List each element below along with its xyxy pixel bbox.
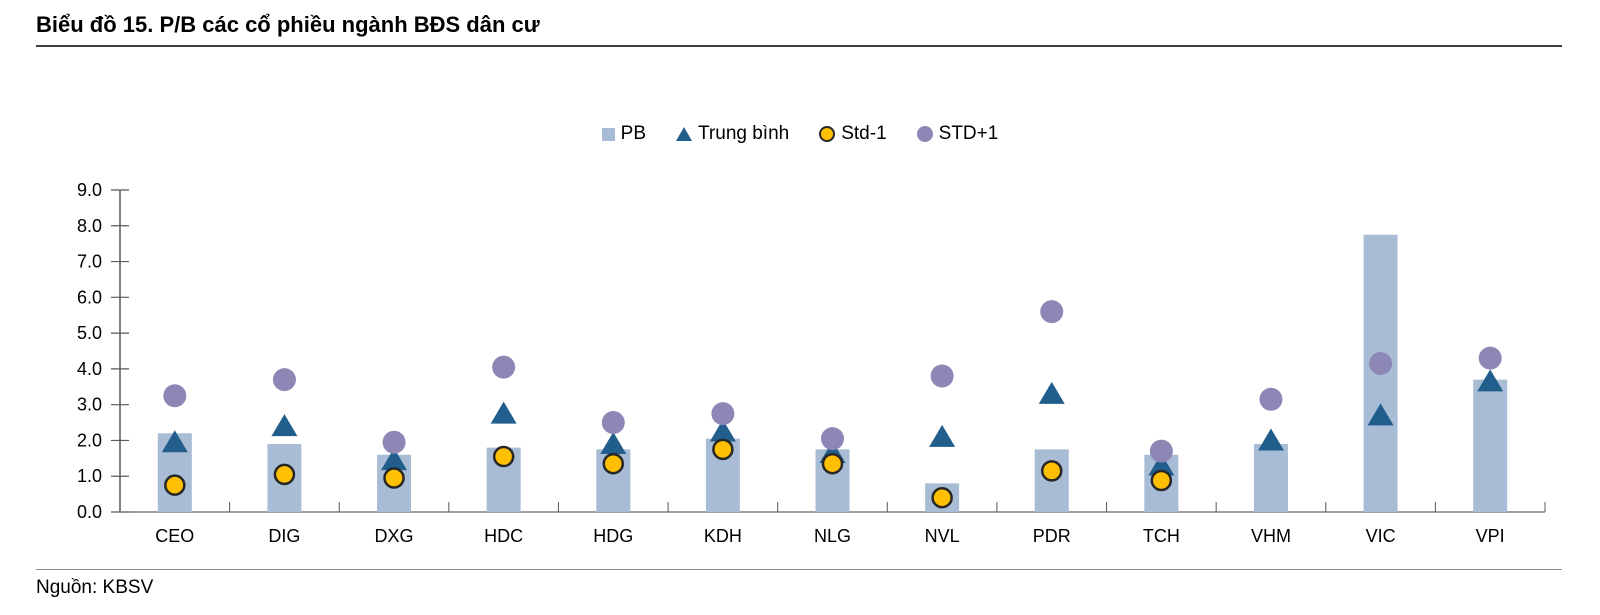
x-category-label: VHM — [1251, 526, 1291, 546]
chart-legend: PB Trung bình Std-1 STD+1 — [0, 123, 1600, 145]
marker-trung-binh-hdc — [490, 401, 517, 424]
legend-item-trung-binh: Trung bình — [676, 123, 789, 145]
y-tick-label: 4.0 — [77, 359, 102, 379]
marker-trung-binh-dig — [271, 414, 298, 437]
marker-trung-binh-vic — [1367, 403, 1394, 426]
legend-item-std-1: Std-1 — [819, 123, 887, 145]
x-category-label: HDG — [593, 526, 633, 546]
std-plus-1-circle-icon — [916, 126, 933, 142]
marker-std-1-dig — [273, 463, 296, 486]
marker-std-plus-1-vic — [1369, 352, 1393, 376]
marker-trung-binh-vpi — [1477, 369, 1504, 392]
chart-canvas: 0.0 1.0 2.0 3.0 4.0 5.0 6.0 7.0 8.0 9.0 CEO DIG DXG H… — [77, 180, 1546, 546]
legend-label: PB — [620, 123, 647, 144]
marker-std-plus-1-tch — [1149, 439, 1173, 463]
marker-std-1-nvl — [931, 486, 953, 509]
x-category-label: VPI — [1476, 526, 1505, 546]
marker-std-plus-1-pdr — [1040, 300, 1064, 324]
marker-std-1-nlg — [821, 452, 844, 475]
source-note: Nguồn: KBSV — [36, 577, 154, 598]
y-tick-label: 7.0 — [77, 252, 102, 272]
marker-std-1-hdc — [492, 445, 515, 468]
y-tick-label: 0.0 — [77, 502, 102, 522]
x-category-label: TCH — [1143, 526, 1180, 546]
chart-title: Biểu đồ 15. P/B các cổ phiều ngành BĐS d… — [36, 12, 540, 37]
trung-binh-triangle-icon — [676, 127, 693, 141]
marker-std-plus-1-hdc — [492, 355, 516, 379]
bar-vpi — [1473, 379, 1508, 512]
marker-std-plus-1-vhm — [1259, 387, 1283, 411]
y-tick-label: 2.0 — [77, 430, 102, 450]
marker-std-1-tch — [1150, 469, 1173, 492]
x-category-label: HDC — [484, 526, 523, 546]
marker-trung-binh-tch — [1148, 453, 1175, 476]
marker-std-plus-1-hdg — [601, 411, 625, 435]
marker-std-plus-1-nvl — [930, 364, 954, 388]
legend-item-std-plus-1: STD+1 — [916, 123, 999, 145]
x-category-label: VIC — [1366, 526, 1396, 546]
bar-vhm — [1253, 444, 1288, 512]
x-category-label: KDH — [704, 526, 742, 546]
legend-label: Std-1 — [841, 123, 887, 144]
marker-std-plus-1-vpi — [1478, 346, 1502, 370]
marker-std-1-pdr — [1040, 460, 1063, 482]
marker-std-plus-1-dig — [272, 368, 296, 392]
marker-std-plus-1-nlg — [821, 427, 844, 451]
x-category-label: CEO — [155, 526, 194, 546]
x-category-label: DXG — [375, 526, 414, 546]
marker-trung-binh-pdr — [1038, 381, 1065, 404]
y-tick-label: 1.0 — [77, 466, 102, 486]
y-tick-label: 3.0 — [77, 395, 102, 415]
x-category-label: NVL — [925, 526, 960, 546]
marker-std-plus-1-kdh — [711, 402, 735, 426]
marker-std-1-ceo — [164, 474, 186, 496]
x-category-label: DIG — [268, 526, 300, 546]
pb-square-icon — [601, 127, 615, 141]
legend-item-pb: PB — [601, 123, 647, 145]
marker-trung-binh-vhm — [1257, 428, 1284, 451]
chart-area: 0.0 1.0 2.0 3.0 4.0 5.0 6.0 7.0 8.0 9.0 CEO DIG DXG H… — [0, 160, 1600, 560]
y-tick-label: 8.0 — [77, 216, 102, 236]
marker-std-plus-1-ceo — [163, 384, 187, 408]
marker-trung-binh-ceo — [161, 430, 188, 453]
marker-trung-binh-kdh — [709, 419, 736, 442]
marker-std-1-hdg — [602, 452, 625, 475]
marker-std-1-dxg — [383, 467, 405, 489]
legend-label: STD+1 — [938, 123, 999, 144]
marker-std-plus-1-dxg — [382, 430, 406, 454]
legend-label: Trung bình — [698, 123, 790, 144]
marker-trung-binh-dxg — [381, 448, 408, 471]
std-minus-1-circle-icon — [819, 126, 836, 142]
marker-trung-binh-nvl — [929, 424, 956, 447]
footer-divider — [36, 569, 1562, 570]
marker-trung-binh-hdg — [600, 432, 627, 455]
x-category-label: PDR — [1033, 526, 1071, 546]
marker-std-1-kdh — [712, 438, 734, 461]
y-tick-label: 6.0 — [77, 287, 102, 307]
x-category-label: NLG — [814, 526, 851, 546]
y-tick-label: 9.0 — [77, 180, 102, 200]
title-divider — [36, 45, 1562, 47]
y-tick-label: 5.0 — [77, 323, 102, 343]
